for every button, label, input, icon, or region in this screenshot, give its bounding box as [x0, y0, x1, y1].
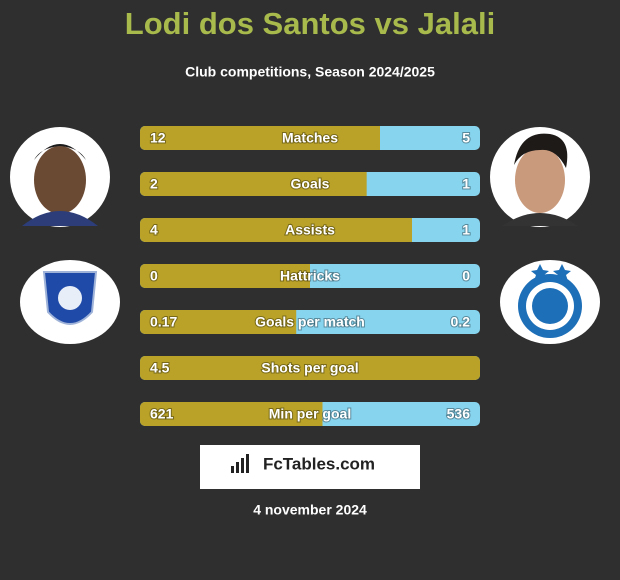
row-label: Assists [285, 222, 335, 238]
left-bar [140, 126, 380, 150]
row-label: Goals [291, 176, 330, 192]
logo-text: FcTables.com [263, 454, 375, 473]
row-label: Goals per match [255, 314, 365, 330]
left-value: 0.17 [150, 314, 177, 330]
left-bar [140, 310, 297, 334]
left-value: 2 [150, 176, 158, 192]
left-value: 0 [150, 268, 158, 284]
right-value: 536 [447, 406, 471, 422]
right-value: 5 [462, 130, 470, 146]
logo-icon [231, 454, 249, 473]
left-bar [140, 264, 310, 288]
left-bar [140, 402, 323, 426]
right-value: 1 [462, 176, 470, 192]
left-value: 12 [150, 130, 166, 146]
left-bar [140, 356, 480, 380]
right-player-photo [490, 127, 590, 227]
left-value: 621 [150, 406, 174, 422]
left-club-badge [20, 260, 120, 344]
right-value: 0.2 [451, 314, 471, 330]
right-value: 1 [462, 222, 470, 238]
row-label: Hattricks [280, 268, 340, 284]
left-value: 4.5 [150, 360, 170, 376]
right-club-badge [500, 260, 600, 344]
left-value: 4 [150, 222, 158, 238]
left-bar [140, 218, 412, 242]
left-bar [140, 172, 367, 196]
row-label: Min per goal [269, 406, 351, 422]
row-label: Shots per goal [261, 360, 358, 376]
date: 4 november 2024 [253, 502, 367, 518]
right-value: 0 [462, 268, 470, 284]
title: Lodi dos Santos vs Jalali [125, 6, 495, 41]
row-label: Matches [282, 130, 338, 146]
left-player-photo [10, 127, 110, 227]
subtitle: Club competitions, Season 2024/2025 [185, 64, 435, 80]
